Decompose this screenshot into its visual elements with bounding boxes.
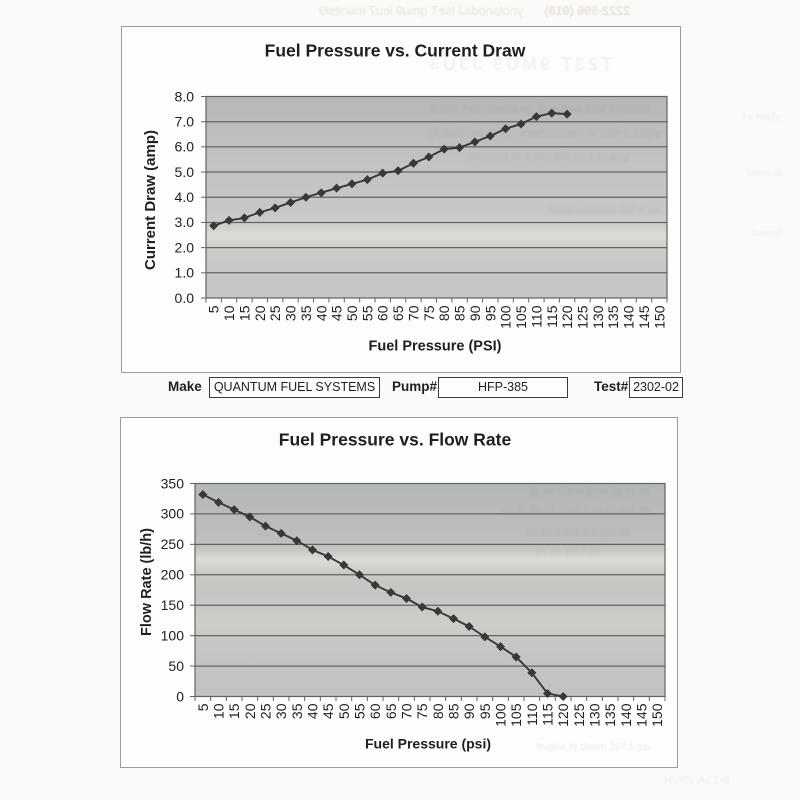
svg-text:7.0: 7.0: [175, 113, 195, 129]
svg-text:45: 45: [329, 305, 345, 321]
svg-text:250: 250: [161, 536, 185, 552]
svg-text:100: 100: [493, 703, 509, 727]
svg-text:150: 150: [161, 597, 185, 613]
svg-text:70: 70: [405, 305, 421, 321]
svg-text:30: 30: [273, 703, 289, 719]
svg-text:0: 0: [176, 688, 184, 704]
svg-text:90: 90: [467, 305, 483, 321]
svg-text:60: 60: [367, 703, 383, 719]
svg-text:Flow Rate (lb/h): Flow Rate (lb/h): [139, 528, 155, 636]
svg-text:115: 115: [544, 305, 560, 328]
svg-text:135: 135: [605, 305, 621, 329]
svg-text:100: 100: [498, 305, 514, 329]
svg-text:35: 35: [298, 305, 314, 321]
svg-text:125: 125: [571, 703, 587, 727]
svg-text:145: 145: [634, 703, 650, 727]
svg-text:125: 125: [574, 305, 590, 329]
svg-text:135: 135: [602, 703, 618, 727]
svg-text:5: 5: [206, 305, 222, 313]
svg-text:110: 110: [524, 703, 540, 726]
svg-text:4.0: 4.0: [175, 189, 195, 205]
svg-text:10: 10: [211, 703, 227, 719]
svg-text:25: 25: [267, 305, 283, 321]
svg-text:120: 120: [559, 305, 575, 329]
svg-text:50: 50: [168, 658, 184, 674]
svg-text:40: 40: [313, 305, 329, 321]
svg-text:0.0: 0.0: [175, 290, 195, 306]
svg-text:40: 40: [305, 703, 321, 719]
svg-text:300: 300: [161, 506, 185, 522]
svg-text:200: 200: [161, 567, 185, 583]
svg-text:100: 100: [161, 627, 185, 643]
svg-text:55: 55: [352, 703, 368, 719]
svg-text:85: 85: [446, 703, 462, 719]
svg-text:105: 105: [513, 305, 529, 329]
svg-text:140: 140: [621, 305, 637, 329]
svg-text:15: 15: [236, 305, 252, 321]
svg-text:5: 5: [195, 703, 211, 711]
svg-text:30: 30: [283, 305, 299, 321]
svg-text:15: 15: [226, 703, 242, 719]
svg-text:Fuel Pressure vs. Flow Rate: Fuel Pressure vs. Flow Rate: [279, 430, 512, 450]
svg-text:5.0: 5.0: [175, 164, 195, 180]
svg-text:115: 115: [540, 703, 556, 726]
svg-text:45: 45: [320, 703, 336, 719]
svg-text:110: 110: [528, 305, 544, 328]
svg-text:1.0: 1.0: [175, 265, 195, 281]
svg-text:80: 80: [436, 305, 452, 321]
svg-text:65: 65: [383, 703, 399, 719]
svg-text:95: 95: [477, 703, 493, 719]
svg-text:Fuel Pressure vs. Current Draw: Fuel Pressure vs. Current Draw: [265, 41, 526, 61]
svg-text:150: 150: [649, 703, 665, 727]
svg-text:95: 95: [482, 305, 498, 321]
svg-text:120: 120: [555, 703, 571, 727]
svg-text:2.0: 2.0: [175, 239, 195, 255]
svg-text:145: 145: [636, 305, 652, 329]
svg-text:70: 70: [399, 703, 415, 719]
svg-text:6.0: 6.0: [175, 139, 195, 155]
svg-text:35: 35: [289, 703, 305, 719]
svg-text:140: 140: [618, 703, 634, 727]
svg-text:130: 130: [587, 703, 603, 727]
svg-text:Current Draw (amp): Current Draw (amp): [142, 130, 159, 270]
svg-text:20: 20: [252, 305, 268, 321]
svg-text:10: 10: [221, 305, 237, 321]
svg-text:90: 90: [461, 703, 477, 719]
svg-text:80: 80: [430, 703, 446, 719]
svg-text:3.0: 3.0: [175, 214, 195, 230]
svg-text:60: 60: [375, 305, 391, 321]
svg-text:350: 350: [161, 475, 185, 491]
svg-text:20: 20: [242, 703, 258, 719]
svg-text:75: 75: [414, 703, 430, 719]
svg-text:75: 75: [421, 305, 437, 321]
svg-text:130: 130: [590, 305, 606, 329]
svg-text:50: 50: [344, 305, 360, 321]
svg-text:85: 85: [452, 305, 468, 321]
svg-text:105: 105: [508, 703, 524, 727]
svg-text:Fuel Pressure (PSI): Fuel Pressure (PSI): [369, 339, 502, 355]
svg-text:50: 50: [336, 703, 352, 719]
svg-text:8.0: 8.0: [175, 88, 195, 104]
svg-text:25: 25: [258, 703, 274, 719]
svg-text:65: 65: [390, 305, 406, 321]
svg-text:Fuel Pressure (psi): Fuel Pressure (psi): [365, 736, 491, 752]
svg-text:150: 150: [651, 305, 667, 329]
svg-text:55: 55: [359, 305, 375, 321]
